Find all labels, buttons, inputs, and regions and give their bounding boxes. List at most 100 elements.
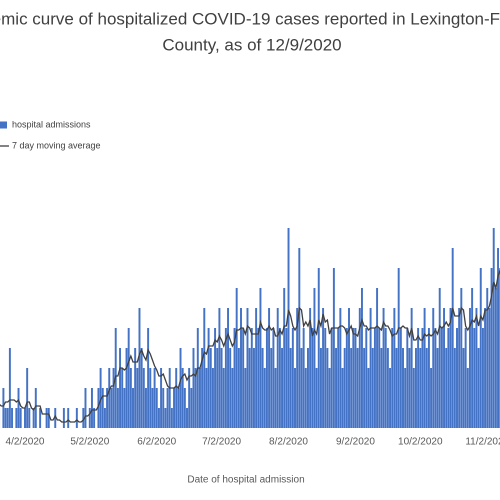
bar [250, 328, 253, 428]
bar [11, 408, 14, 428]
bar [365, 328, 368, 428]
bar [306, 348, 309, 428]
bar [196, 328, 199, 428]
bar [497, 248, 500, 428]
bar [211, 368, 214, 428]
bar [170, 408, 173, 428]
bar [257, 328, 260, 428]
bar [358, 308, 361, 428]
bar [399, 328, 402, 428]
bar [190, 388, 193, 428]
bar [233, 328, 236, 428]
bar [447, 328, 450, 428]
bar [315, 368, 318, 428]
bar [337, 328, 340, 428]
bar [341, 368, 344, 428]
bar [395, 348, 398, 428]
bar [220, 348, 223, 428]
bar [300, 348, 303, 428]
bar [110, 388, 113, 428]
bar [259, 288, 262, 428]
bar [488, 308, 491, 428]
bar [475, 308, 478, 428]
bar [119, 348, 122, 428]
bar [54, 408, 57, 428]
bar [127, 328, 130, 428]
bar [324, 328, 327, 428]
bar [235, 288, 238, 428]
bar [436, 348, 439, 428]
bar [175, 368, 178, 428]
bar [402, 348, 404, 428]
bar [205, 368, 208, 428]
bar [412, 368, 415, 428]
bar [45, 408, 48, 428]
bar [24, 408, 26, 428]
bar [155, 388, 158, 428]
bar [473, 328, 476, 428]
bar [425, 348, 428, 428]
bar [367, 368, 370, 428]
bar [322, 308, 325, 428]
bar [263, 368, 266, 428]
bar [173, 388, 176, 428]
x-tick-label: 5/2/2020 [70, 437, 109, 448]
bar [354, 328, 357, 428]
bar [227, 308, 230, 428]
bar [116, 388, 119, 428]
bar [287, 228, 290, 428]
bar [326, 348, 329, 428]
bar [218, 308, 221, 428]
bar [423, 308, 426, 428]
bar [231, 368, 234, 428]
bar [317, 268, 320, 428]
bar [4, 408, 7, 428]
bar [216, 348, 219, 428]
legend-label: hospital admissions [12, 119, 91, 129]
bar [222, 368, 225, 428]
bar [313, 288, 316, 428]
bar [335, 348, 338, 428]
bar [186, 408, 188, 428]
bar [464, 328, 467, 428]
bar [248, 348, 251, 428]
bar [246, 308, 249, 428]
bar [181, 368, 184, 428]
bar [188, 368, 191, 428]
bar [382, 308, 385, 428]
bar [298, 248, 301, 428]
bar [147, 328, 150, 428]
bar [261, 348, 264, 428]
bar [75, 408, 78, 428]
bar [393, 308, 396, 428]
bar [291, 328, 294, 428]
bar [151, 388, 154, 428]
bar [255, 308, 258, 428]
bar [319, 348, 322, 428]
bar [484, 308, 487, 428]
bar [84, 388, 87, 428]
bar [2, 388, 5, 428]
bar [373, 328, 376, 428]
bar [453, 348, 456, 428]
bar [93, 408, 96, 428]
bar [332, 268, 335, 428]
x-tick-label: 7/2/2020 [202, 437, 241, 448]
bar [456, 328, 458, 428]
bar [410, 308, 413, 428]
bar [285, 328, 288, 428]
bar [414, 348, 417, 428]
bar [142, 368, 145, 428]
bar [164, 408, 167, 428]
bar [244, 368, 247, 428]
bar [278, 328, 281, 428]
bar [479, 268, 482, 428]
bar [309, 308, 312, 428]
bar [19, 408, 22, 428]
bar [294, 368, 296, 428]
bar [242, 328, 245, 428]
bar [99, 368, 102, 428]
bar [384, 328, 387, 428]
bar [39, 408, 42, 428]
bar [252, 348, 255, 428]
